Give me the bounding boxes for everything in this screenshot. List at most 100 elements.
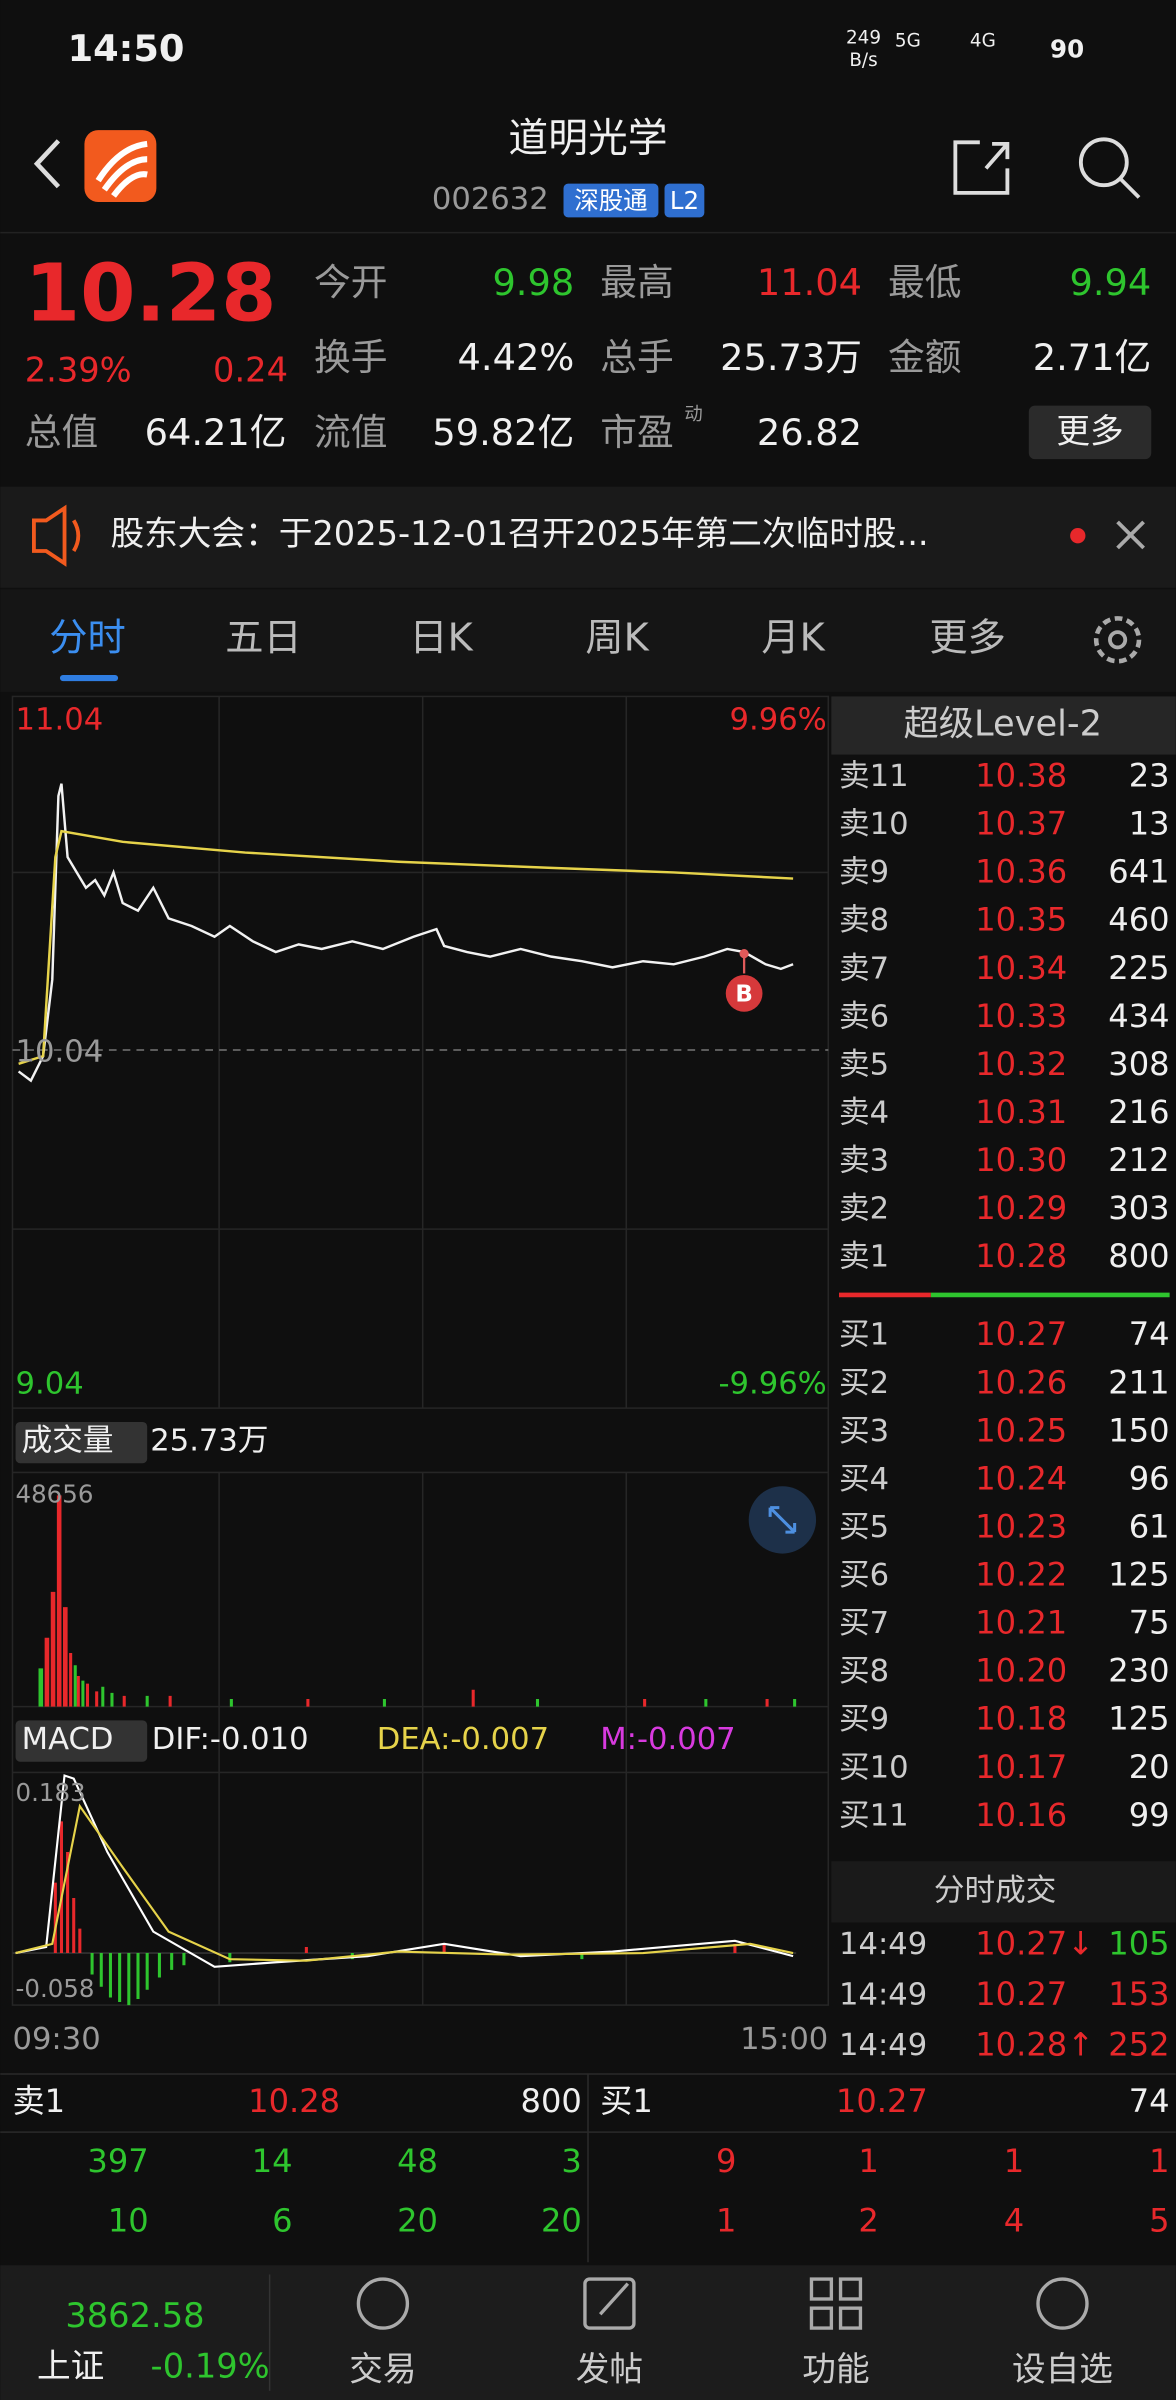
share-button[interactable]: [953, 140, 1010, 195]
field-value: 11.04: [757, 261, 862, 304]
close-notice[interactable]: [1116, 520, 1145, 550]
macd-dif: DIF:-0.010: [152, 1722, 309, 1757]
level-price: 10.20: [975, 1652, 1067, 1690]
level-tag: L2: [670, 186, 699, 215]
order-size: 5: [1149, 2201, 1169, 2239]
book-price: 10.28: [248, 2082, 340, 2120]
level-label: 卖6: [839, 999, 889, 1034]
tag-box: [664, 183, 705, 218]
nav-item[interactable]: 交易: [349, 2349, 416, 2388]
settings-button[interactable]: [1093, 616, 1142, 664]
level-volume: 20: [1129, 1748, 1170, 1786]
level-volume: 96: [1129, 1459, 1170, 1497]
field-value: 59.82亿: [432, 411, 574, 454]
level-label: 卖8: [839, 903, 889, 938]
market-tag: 深股通: [574, 186, 647, 215]
macd-dea: DEA:-0.007: [377, 1722, 549, 1757]
level-price: 10.38: [975, 757, 1067, 795]
nav-icons: [356, 2277, 1089, 2330]
tab[interactable]: 分时: [49, 615, 126, 660]
time-label: 09:30: [12, 2022, 100, 2057]
macd-selector[interactable]: [15, 1720, 148, 1762]
order-size: 3: [561, 2142, 581, 2180]
level-label: 买2: [839, 1366, 889, 1401]
level-price: 10.22: [975, 1556, 1067, 1594]
level-price: 10.27: [975, 1315, 1067, 1353]
axis-label: 11.04: [16, 702, 104, 737]
tab[interactable]: 月K: [761, 615, 825, 660]
field-label: 流值: [314, 411, 387, 454]
back-button[interactable]: [33, 139, 61, 189]
field-label: 金额: [888, 336, 961, 379]
level-price: 10.30: [975, 1141, 1067, 1179]
volume-selector[interactable]: [15, 1421, 148, 1464]
level-volume: 211: [1108, 1363, 1169, 1401]
nav-item[interactable]: 功能: [802, 2349, 869, 2388]
field-label: 总值: [25, 411, 98, 454]
notice-text[interactable]: 股东大会：于2025-12-01召开2025年第二次临时股...: [110, 514, 928, 553]
dif-line: [15, 1774, 794, 1968]
axis-label: -9.96%: [718, 1367, 826, 1402]
level-volume: 61: [1129, 1507, 1170, 1545]
axis-label: 9.96%: [730, 702, 827, 737]
level-volume: 74: [1129, 1315, 1170, 1353]
net-speed-unit: B/s: [849, 50, 877, 71]
tab[interactable]: 日K: [409, 615, 473, 660]
trade-price: 10.27↓: [975, 1924, 1094, 1962]
field-value: 26.82: [757, 411, 862, 454]
order-size: 1: [1004, 2142, 1024, 2180]
field-label: 换手: [314, 336, 387, 379]
level-label: 买10: [839, 1750, 909, 1785]
tab[interactable]: 更多: [929, 615, 1005, 660]
pe-superscript: 动: [684, 404, 702, 425]
level-volume: 460: [1108, 901, 1169, 939]
indicator-label[interactable]: 成交量: [22, 1423, 114, 1458]
level-price: 10.23: [975, 1507, 1067, 1545]
tab[interactable]: 周K: [585, 615, 649, 660]
level-price: 10.37: [975, 805, 1067, 843]
trade-time: 14:49: [839, 1977, 927, 2012]
trades-title[interactable]: 分时成交: [934, 1873, 1056, 1908]
chart-grid: [11, 695, 830, 2006]
level-volume: 225: [1108, 949, 1169, 987]
field-value: 64.21亿: [145, 411, 287, 454]
notice-bar[interactable]: [0, 486, 1176, 588]
level2-title: 超级Level-2: [904, 704, 1102, 745]
level-price: 10.35: [975, 901, 1067, 939]
order-size: 1: [716, 2201, 736, 2239]
field-value: 9.98: [492, 261, 574, 304]
status-time: 14:50: [68, 27, 185, 70]
level-volume: 216: [1108, 1093, 1169, 1131]
trades-header[interactable]: [831, 1861, 1176, 1923]
average-line: [18, 829, 794, 1065]
level-volume: 99: [1129, 1796, 1170, 1834]
change-amount: 0.24: [213, 350, 288, 389]
level-label: 买8: [839, 1654, 889, 1689]
tag-box: [563, 183, 659, 218]
more-button[interactable]: [1028, 405, 1152, 460]
level-volume: 641: [1108, 853, 1169, 891]
level-label: 买1: [839, 1318, 889, 1353]
nav-item[interactable]: 发帖: [576, 2349, 643, 2388]
network-type: 5G: [895, 30, 921, 51]
index-value[interactable]: 3862.58: [65, 2296, 204, 2335]
level-volume: 230: [1108, 1652, 1169, 1690]
level-price: 10.32: [975, 1045, 1067, 1083]
level-volume: 13: [1129, 805, 1170, 843]
more-button[interactable]: 更多: [1056, 412, 1123, 451]
level-label: 买11: [839, 1798, 909, 1833]
tab[interactable]: 五日: [225, 615, 302, 660]
indicator-label[interactable]: MACD: [22, 1722, 114, 1757]
order-size: 20: [541, 2201, 582, 2239]
book-label: 卖1: [12, 2082, 65, 2120]
nav-item[interactable]: 设自选: [1012, 2349, 1113, 2388]
order-size: 10: [108, 2201, 149, 2239]
level-price: 10.21: [975, 1604, 1067, 1642]
axis-label: 0.183: [16, 1778, 86, 1807]
search-button[interactable]: [1078, 137, 1129, 188]
trade-volume: 153: [1108, 1975, 1169, 2013]
